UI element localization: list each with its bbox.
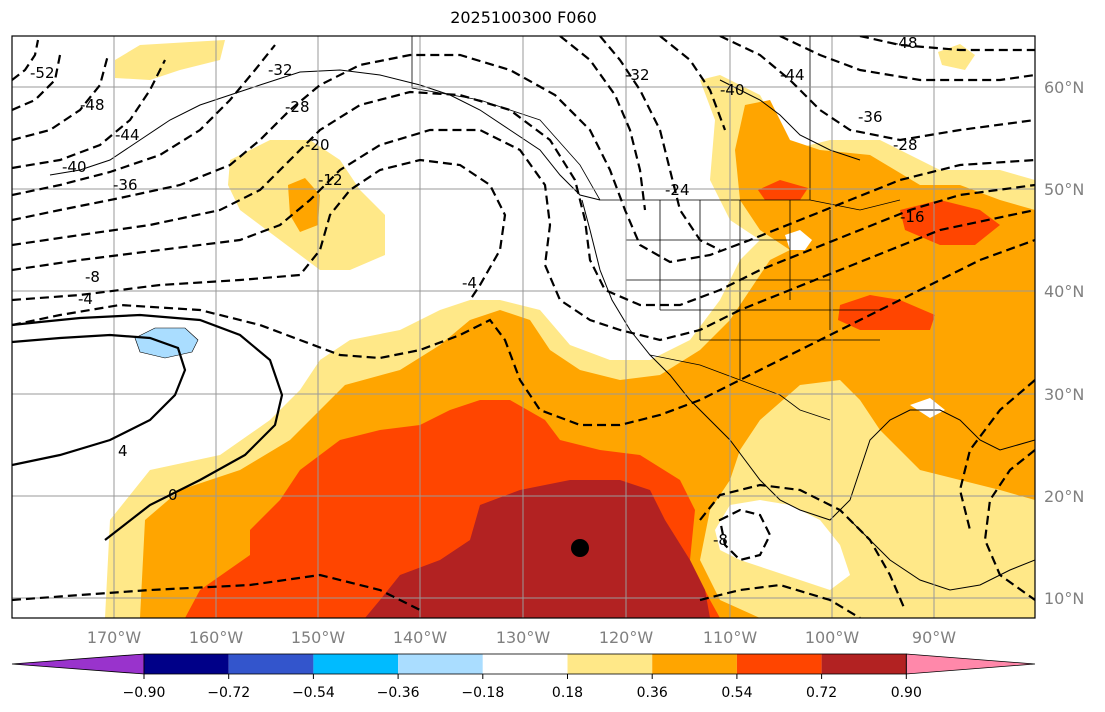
colorbar-segment xyxy=(482,654,568,674)
contour-label: -8 xyxy=(85,268,100,286)
coastlines xyxy=(49,69,1035,591)
contour-label: -16 xyxy=(900,208,925,226)
contour-label: -36 xyxy=(113,176,138,194)
colorbar-segment xyxy=(736,654,822,674)
colorbar-segment xyxy=(567,654,653,674)
colorbar-ticks xyxy=(143,674,907,679)
contour-label: -48 xyxy=(80,96,105,114)
negative-contours xyxy=(12,36,1035,618)
lon-label: 120°W xyxy=(599,628,654,647)
lon-label: 100°W xyxy=(805,628,860,647)
contour-label: -32 xyxy=(268,61,293,79)
latitude-labels: 60°N 50°N 40°N 30°N 20°N 10°N xyxy=(1044,78,1084,608)
fill-redorange-can xyxy=(758,180,808,200)
colorbar-segment xyxy=(821,654,907,674)
colorbar-tick-label: −0.18 xyxy=(461,685,504,701)
fill-orange-nw xyxy=(288,178,320,232)
map-frame xyxy=(11,35,1036,619)
colorbar-tick-label: 0.18 xyxy=(552,685,583,701)
colorbar-tick-label: 0.90 xyxy=(891,685,922,701)
contour-label: -28 xyxy=(893,136,918,154)
contour-label: -52 xyxy=(30,64,55,82)
contour-label: -44 xyxy=(115,126,140,144)
contour-label: -20 xyxy=(305,136,330,154)
positive-contours xyxy=(12,313,284,541)
contour-label: -40 xyxy=(720,81,745,99)
contour-label: -4 xyxy=(462,274,477,292)
colorbar-segment xyxy=(652,654,737,674)
fill-darkred-main xyxy=(365,480,710,618)
lon-label: 110°W xyxy=(703,628,758,647)
colorbar-tick-label: 0.72 xyxy=(806,685,837,701)
fill-redorange-us xyxy=(838,295,935,330)
colorbar-tick-label: 0.54 xyxy=(721,685,752,701)
lon-label: 160°W xyxy=(189,628,244,647)
colorbar-segment xyxy=(144,654,229,674)
colorbar-segment xyxy=(398,654,483,674)
contour-label: -8 xyxy=(713,531,728,549)
colorbar-tick-label: −0.36 xyxy=(377,685,420,701)
lon-label: 150°W xyxy=(291,628,346,647)
lon-label: 130°W xyxy=(496,628,551,647)
contour-label: 0 xyxy=(168,486,178,504)
contour-labels: -52 -48 -44 -40 -36 -32 -28 -20 -12 -8 -… xyxy=(30,34,925,549)
contour-label: -28 xyxy=(285,98,310,116)
fill-redorange-gl xyxy=(900,200,1000,245)
colorbar-extend-high xyxy=(905,653,1036,675)
lat-label: 30°N xyxy=(1044,385,1084,404)
colorbar-tick-label: 0.36 xyxy=(637,685,668,701)
colorbar-tick-label: −0.90 xyxy=(123,685,166,701)
fill-white-gulf xyxy=(910,398,945,418)
contour-label: -48 xyxy=(893,34,918,52)
location-marker xyxy=(571,539,589,557)
fill-white-mexico xyxy=(715,500,850,590)
gridlines xyxy=(12,36,1035,618)
contour-label: -12 xyxy=(318,171,343,189)
contour-label: -24 xyxy=(665,181,690,199)
filled-anomaly-layer xyxy=(12,36,1035,618)
lat-label: 50°N xyxy=(1044,180,1084,199)
lat-label: 40°N xyxy=(1044,282,1084,301)
contour-label: -40 xyxy=(62,158,87,176)
colorbar-segment xyxy=(228,654,314,674)
lat-label: 20°N xyxy=(1044,487,1084,506)
page-title: 2025100300 F060 xyxy=(450,8,597,27)
colorbar-tick-label: −0.54 xyxy=(292,685,335,701)
contour-label: -44 xyxy=(780,66,805,84)
lat-label: 60°N xyxy=(1044,78,1084,97)
lat-label: 10°N xyxy=(1044,589,1084,608)
contour-label: 4 xyxy=(118,442,128,460)
lon-label: 140°W xyxy=(393,628,448,647)
colorbar-extend-low xyxy=(11,653,145,675)
fill-yellow-ak xyxy=(115,40,225,80)
colorbar-segment xyxy=(313,654,399,674)
colorbar-tick-label: −0.72 xyxy=(207,685,250,701)
fill-white-neb xyxy=(785,230,812,250)
lon-label: 170°W xyxy=(87,628,142,647)
longitude-labels: 170°W 160°W 150°W 140°W 130°W 120°W 110°… xyxy=(87,628,956,647)
colorbar: −0.90 −0.72 −0.54 −0.36 −0.18 0.18 0.36 … xyxy=(11,653,1036,701)
contour-label: -4 xyxy=(78,290,93,308)
contour-label: -32 xyxy=(625,66,650,84)
lon-label: 90°W xyxy=(912,628,956,647)
contour-label: -36 xyxy=(858,108,883,126)
